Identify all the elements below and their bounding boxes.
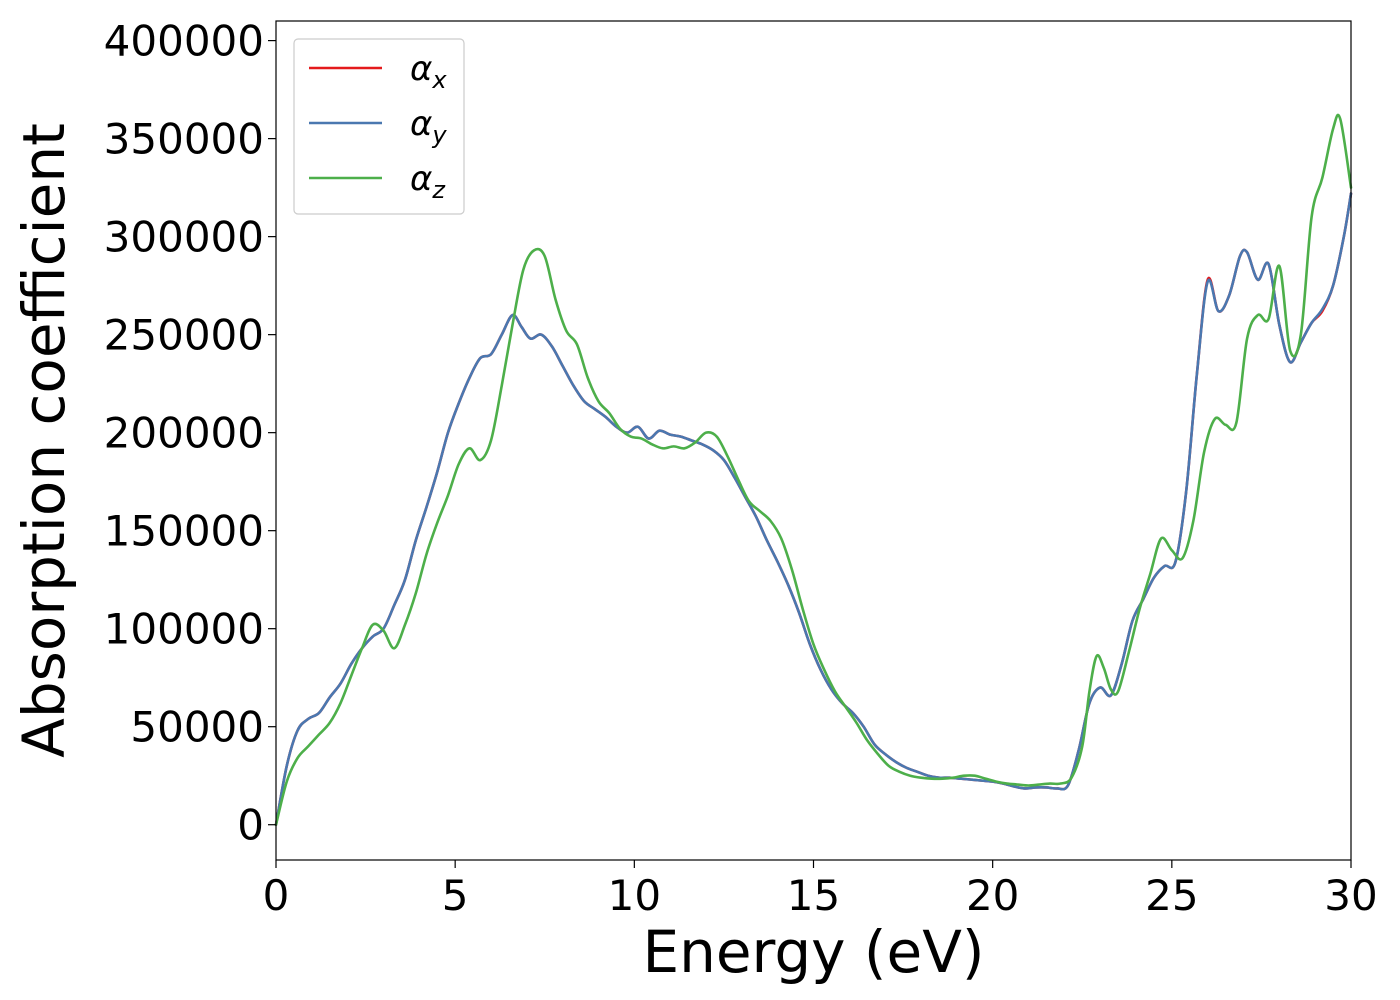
y-axis-ticks: 0 50000 100000 150000 200000 250000 300000 3500… — [104, 17, 276, 850]
y-tick-label: 0 — [237, 801, 264, 850]
x-tick-label: 20 — [966, 871, 1019, 920]
y-tick-label: 300000 — [104, 213, 264, 262]
x-axis-title: Energy (eV) — [642, 918, 984, 986]
y-tick-label: 50000 — [130, 703, 264, 752]
x-tick-label: 30 — [1324, 871, 1377, 920]
x-tick-label: 15 — [787, 871, 840, 920]
x-tick-label: 5 — [442, 871, 469, 920]
y-tick-label: 200000 — [104, 409, 264, 458]
x-tick-label: 25 — [1145, 871, 1198, 920]
y-tick-label: 150000 — [104, 507, 264, 556]
series-line-y — [274, 192, 1353, 827]
legend-items: αx αy αz — [309, 49, 447, 204]
series-line-z — [274, 113, 1353, 827]
y-tick-label: 100000 — [104, 605, 264, 654]
x-tick-label: 0 — [263, 871, 290, 920]
x-axis-ticks: 0 5 10 15 20 25 30 — [263, 860, 1378, 920]
x-tick-label: 10 — [608, 871, 661, 920]
y-tick-label: 350000 — [104, 115, 264, 164]
y-tick-label: 250000 — [104, 311, 264, 360]
legend-label-y: αy — [410, 104, 447, 149]
legend-box — [293, 38, 465, 215]
legend-label-z: αz — [410, 159, 446, 204]
y-axis-title: Absorption coefficient — [10, 123, 78, 758]
legend: αx αy αz — [293, 38, 465, 215]
y-tick-label: 400000 — [104, 17, 264, 66]
series-layer — [274, 113, 1353, 827]
legend-label-x: αx — [410, 49, 447, 94]
